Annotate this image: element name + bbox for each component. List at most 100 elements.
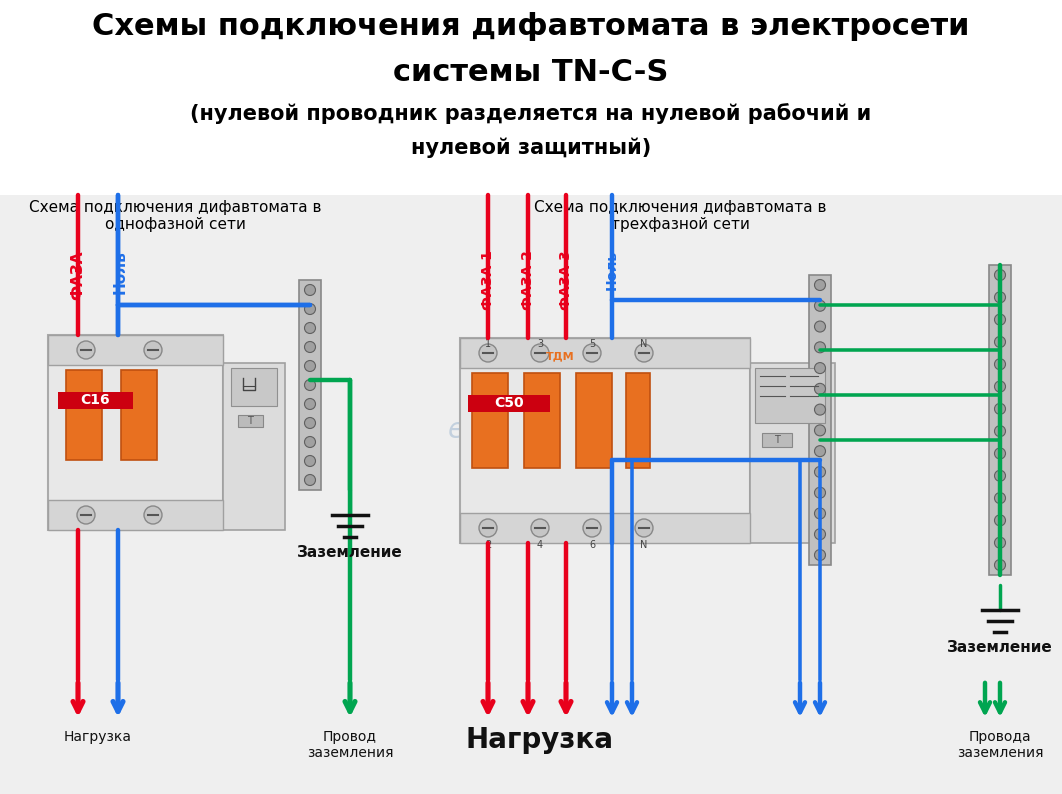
- Text: 4: 4: [537, 540, 543, 550]
- Text: T: T: [247, 416, 253, 426]
- Circle shape: [305, 341, 315, 353]
- Bar: [472, 373, 508, 468]
- Circle shape: [815, 508, 825, 519]
- Bar: [763, 433, 792, 447]
- Text: 6: 6: [589, 540, 595, 550]
- Text: N: N: [640, 339, 648, 349]
- Bar: [238, 415, 263, 427]
- Circle shape: [144, 506, 162, 524]
- Circle shape: [994, 426, 1006, 437]
- Text: Схемы подключения дифавтомата в электросети: Схемы подключения дифавтомата в электрос…: [92, 12, 970, 41]
- Text: Заземление: Заземление: [297, 545, 402, 560]
- Circle shape: [479, 344, 497, 362]
- Circle shape: [635, 519, 653, 537]
- Bar: [48, 335, 223, 365]
- Bar: [750, 363, 835, 543]
- Text: нулевой защитный): нулевой защитный): [411, 138, 651, 159]
- Circle shape: [531, 344, 549, 362]
- Bar: [460, 338, 750, 368]
- Circle shape: [815, 488, 825, 498]
- Circle shape: [78, 506, 95, 524]
- Bar: [48, 335, 223, 530]
- Text: (нулевой проводник разделяется на нулевой рабочий и: (нулевой проводник разделяется на нулево…: [190, 103, 872, 124]
- Circle shape: [994, 403, 1006, 414]
- Text: 1: 1: [485, 339, 491, 349]
- Circle shape: [305, 475, 315, 485]
- Text: T: T: [774, 435, 780, 445]
- Circle shape: [994, 381, 1006, 392]
- Text: Ноль: Ноль: [113, 250, 127, 294]
- Bar: [299, 280, 321, 490]
- Bar: [232, 368, 277, 406]
- Text: Заземление: Заземление: [947, 640, 1052, 655]
- Text: Схема подключения дифавтомата в
трехфазной сети: Схема подключения дифавтомата в трехфазн…: [534, 200, 826, 233]
- Text: Провод
заземления: Провод заземления: [307, 730, 393, 760]
- Circle shape: [815, 279, 825, 291]
- Bar: [460, 513, 750, 543]
- Circle shape: [305, 284, 315, 295]
- Circle shape: [815, 466, 825, 477]
- Circle shape: [815, 321, 825, 332]
- Text: N: N: [640, 540, 648, 550]
- Circle shape: [994, 337, 1006, 348]
- Text: Схема подключения дифавтомата в
однофазной сети: Схема подключения дифавтомата в однофазн…: [29, 200, 321, 233]
- Circle shape: [144, 341, 162, 359]
- Bar: [121, 370, 157, 460]
- Text: ТДМ: ТДМ: [546, 351, 575, 361]
- Text: Нагрузка: Нагрузка: [64, 730, 132, 744]
- Circle shape: [305, 303, 315, 314]
- Circle shape: [815, 549, 825, 561]
- Circle shape: [305, 437, 315, 448]
- Text: C50: C50: [494, 396, 524, 410]
- Circle shape: [815, 445, 825, 457]
- Text: системы TN-C-S: системы TN-C-S: [393, 58, 669, 87]
- Circle shape: [305, 418, 315, 429]
- Circle shape: [305, 322, 315, 333]
- Bar: [460, 338, 750, 543]
- Circle shape: [815, 341, 825, 353]
- Circle shape: [994, 470, 1006, 481]
- Text: 2: 2: [485, 540, 491, 550]
- Text: ФАЗА 1: ФАЗА 1: [481, 250, 495, 310]
- Circle shape: [583, 519, 601, 537]
- Circle shape: [583, 344, 601, 362]
- Text: ТДМ: ТДМ: [129, 377, 157, 387]
- Circle shape: [531, 519, 549, 537]
- Circle shape: [305, 456, 315, 467]
- Circle shape: [78, 341, 95, 359]
- Circle shape: [815, 363, 825, 373]
- Text: ФАЗА 2: ФАЗА 2: [521, 250, 535, 310]
- Bar: [0, 0, 1062, 195]
- Bar: [524, 373, 560, 468]
- Text: Ноль: Ноль: [605, 250, 619, 290]
- Circle shape: [994, 492, 1006, 503]
- Text: C16: C16: [81, 393, 109, 407]
- Circle shape: [994, 448, 1006, 459]
- Circle shape: [305, 380, 315, 391]
- Text: ФАЗА: ФАЗА: [70, 250, 86, 299]
- Bar: [626, 373, 650, 468]
- Bar: [468, 395, 550, 412]
- Text: 3: 3: [537, 339, 543, 349]
- Text: Нагрузка: Нагрузка: [466, 726, 614, 754]
- Circle shape: [994, 314, 1006, 325]
- Circle shape: [815, 384, 825, 395]
- Bar: [48, 500, 223, 530]
- Bar: [809, 275, 830, 565]
- Bar: [989, 265, 1011, 575]
- Circle shape: [815, 300, 825, 311]
- Circle shape: [305, 360, 315, 372]
- Circle shape: [994, 359, 1006, 370]
- Bar: [66, 370, 102, 460]
- Text: elektroshkola.ru: elektroshkola.ru: [447, 416, 672, 444]
- Circle shape: [635, 344, 653, 362]
- Circle shape: [994, 292, 1006, 303]
- Circle shape: [479, 519, 497, 537]
- Bar: [755, 368, 825, 423]
- Circle shape: [815, 529, 825, 540]
- Circle shape: [815, 425, 825, 436]
- Circle shape: [994, 269, 1006, 280]
- Circle shape: [815, 404, 825, 415]
- Circle shape: [994, 538, 1006, 548]
- Circle shape: [994, 560, 1006, 571]
